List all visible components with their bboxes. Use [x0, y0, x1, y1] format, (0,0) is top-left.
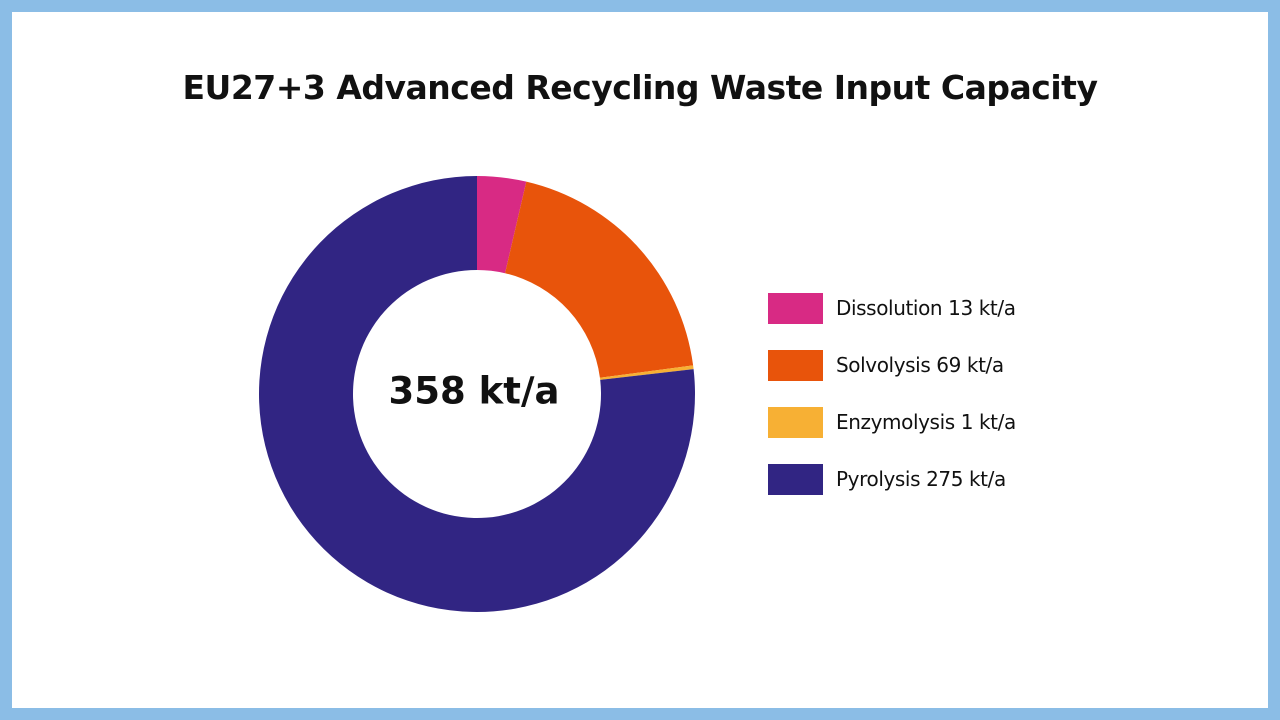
- legend-item-pyrolysis: Pyrolysis 275 kt/a: [768, 463, 1016, 495]
- center-total-label: 358 kt/a: [389, 370, 560, 413]
- slice-dissolution: [477, 176, 527, 274]
- legend: Dissolution 13 kt/a Solvolysis 69 kt/a Enz…: [768, 292, 1016, 520]
- slice-enzymolysis: [599, 365, 694, 380]
- slice-solvolysis: [505, 181, 694, 378]
- legend-swatch: [768, 463, 823, 495]
- legend-label: Pyrolysis 275 kt/a: [836, 467, 1006, 491]
- legend-item-solvolysis: Solvolysis 69 kt/a: [768, 349, 1016, 381]
- slice-pyrolysis: [259, 176, 696, 612]
- legend-label: Dissolution 13 kt/a: [836, 296, 1016, 320]
- legend-swatch: [768, 292, 823, 324]
- legend-label: Solvolysis 69 kt/a: [836, 353, 1004, 377]
- legend-item-enzymolysis: Enzymolysis 1 kt/a: [768, 406, 1016, 438]
- legend-swatch: [768, 349, 823, 381]
- legend-label: Enzymolysis 1 kt/a: [836, 410, 1016, 434]
- donut-slices: [259, 176, 696, 612]
- legend-swatch: [768, 406, 823, 438]
- chart-title: EU27+3 Advanced Recycling Waste Input Ca…: [182, 68, 1098, 107]
- legend-item-dissolution: Dissolution 13 kt/a: [768, 292, 1016, 324]
